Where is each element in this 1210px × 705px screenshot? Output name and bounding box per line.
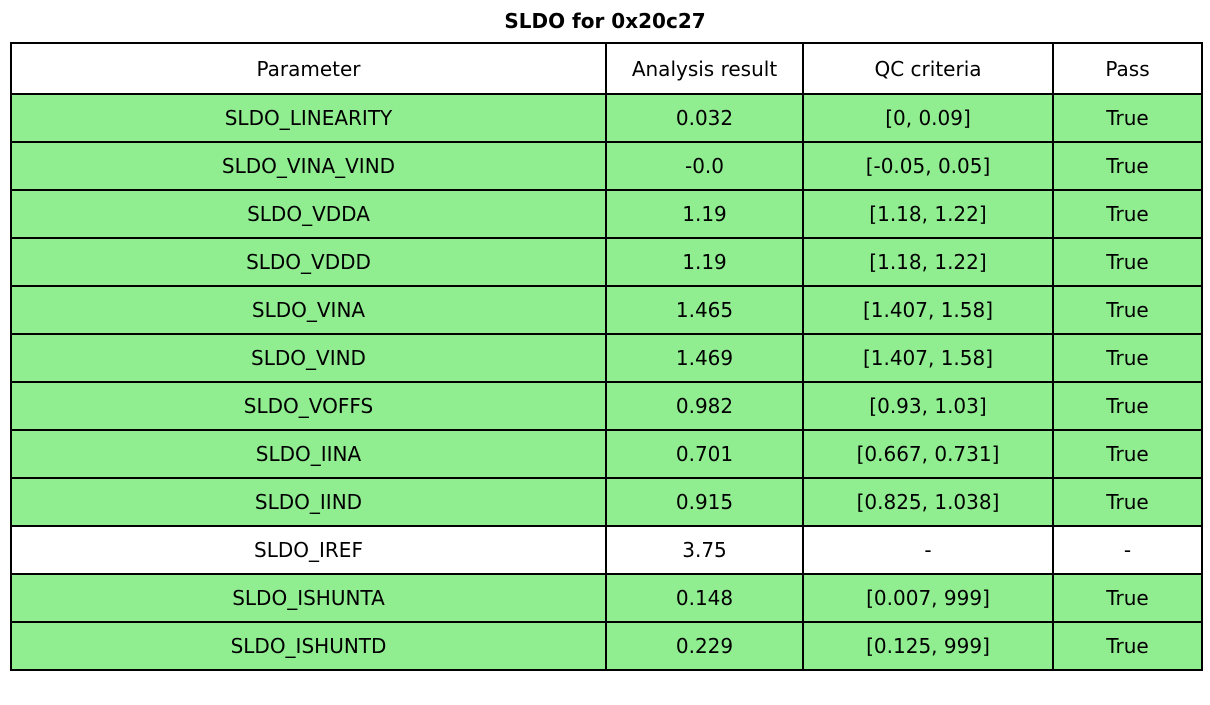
pass-cell: True	[1052, 189, 1203, 239]
pass-cell: True	[1052, 141, 1203, 191]
pass-cell: True	[1052, 429, 1203, 479]
parameter-cell: SLDO_IIND	[10, 477, 607, 527]
table-row: SLDO_VINA 1.465 [1.407, 1.58] True	[10, 285, 1203, 335]
qc-table-body: SLDO_LINEARITY 0.032 [0, 0.09] True SLDO_VIN…	[10, 93, 1203, 671]
page-title: SLDO for 0x20c27	[504, 9, 706, 33]
result-cell: 1.469	[605, 333, 804, 383]
column-header-2: QC criteria	[802, 42, 1054, 95]
parameter-cell: SLDO_VDDA	[10, 189, 607, 239]
result-cell: 1.19	[605, 189, 804, 239]
parameter-cell: SLDO_ISHUNTD	[10, 621, 607, 671]
pass-cell: True	[1052, 477, 1203, 527]
table-row: SLDO_VOFFS 0.982 [0.93, 1.03] True	[10, 381, 1203, 431]
criteria-cell: [1.18, 1.22]	[802, 237, 1054, 287]
table-header-row: Parameter Analysis result QC criteria Pass	[10, 42, 1203, 95]
criteria-cell: [0.667, 0.731]	[802, 429, 1054, 479]
criteria-cell: [0, 0.09]	[802, 93, 1054, 143]
result-cell: 0.148	[605, 573, 804, 623]
parameter-cell: SLDO_VINA_VIND	[10, 141, 607, 191]
result-cell: 1.19	[605, 237, 804, 287]
criteria-cell: [0.93, 1.03]	[802, 381, 1054, 431]
parameter-cell: SLDO_VINA	[10, 285, 607, 335]
criteria-cell: [1.407, 1.58]	[802, 285, 1054, 335]
table-row: SLDO_ISHUNTA 0.148 [0.007, 999] True	[10, 573, 1203, 623]
pass-cell: True	[1052, 573, 1203, 623]
table-row: SLDO_IINA 0.701 [0.667, 0.731] True	[10, 429, 1203, 479]
column-header-3: Pass	[1052, 42, 1203, 95]
criteria-cell: [0.007, 999]	[802, 573, 1054, 623]
criteria-cell: [1.18, 1.22]	[802, 189, 1054, 239]
parameter-cell: SLDO_VOFFS	[10, 381, 607, 431]
pass-cell: True	[1052, 381, 1203, 431]
parameter-cell: SLDO_IINA	[10, 429, 607, 479]
parameter-cell: SLDO_IREF	[10, 525, 607, 575]
parameter-cell: SLDO_ISHUNTA	[10, 573, 607, 623]
criteria-cell: [1.407, 1.58]	[802, 333, 1054, 383]
pass-cell: True	[1052, 285, 1203, 335]
column-header-0: Parameter	[10, 42, 607, 95]
result-cell: 1.465	[605, 285, 804, 335]
table-row: SLDO_ISHUNTD 0.229 [0.125, 999] True	[10, 621, 1203, 671]
parameter-cell: SLDO_VDDD	[10, 237, 607, 287]
table-row: SLDO_VDDA 1.19 [1.18, 1.22] True	[10, 189, 1203, 239]
result-cell: 0.982	[605, 381, 804, 431]
parameter-cell: SLDO_LINEARITY	[10, 93, 607, 143]
result-cell: 0.229	[605, 621, 804, 671]
table-row: SLDO_IREF 3.75- -	[10, 525, 1203, 575]
table-row: SLDO_LINEARITY 0.032 [0, 0.09] True	[10, 93, 1203, 143]
criteria-cell: [0.825, 1.038]	[802, 477, 1054, 527]
pass-cell: True	[1052, 93, 1203, 143]
column-header-1: Analysis result	[605, 42, 804, 95]
result-cell: -0.0	[605, 141, 804, 191]
table-row: SLDO_VDDD 1.19 [1.18, 1.22] True	[10, 237, 1203, 287]
criteria-cell: [0.125, 999]	[802, 621, 1054, 671]
pass-cell: -	[1052, 525, 1203, 575]
result-cell: 0.915	[605, 477, 804, 527]
pass-cell: True	[1052, 621, 1203, 671]
result-cell: 0.032	[605, 93, 804, 143]
result-cell: 0.701	[605, 429, 804, 479]
table-row: SLDO_IIND 0.915 [0.825, 1.038] True	[10, 477, 1203, 527]
pass-cell: True	[1052, 237, 1203, 287]
pass-cell: True	[1052, 333, 1203, 383]
result-cell: 3.75	[605, 525, 804, 575]
criteria-cell: [-0.05, 0.05]	[802, 141, 1054, 191]
criteria-cell: -	[802, 525, 1054, 575]
table-row: SLDO_VINA_VIND -0.0 [-0.05, 0.05] True	[10, 141, 1203, 191]
parameter-cell: SLDO_VIND	[10, 333, 607, 383]
table-row: SLDO_VIND 1.469 [1.407, 1.58] True	[10, 333, 1203, 383]
qc-table: Parameter Analysis result QC criteria Pass …	[10, 42, 1203, 671]
